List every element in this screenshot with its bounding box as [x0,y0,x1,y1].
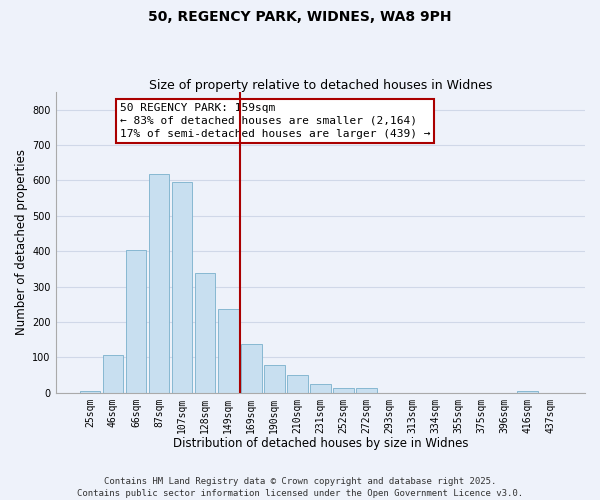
Bar [287,375,308,392]
Text: Contains HM Land Registry data © Crown copyright and database right 2025.
Contai: Contains HM Land Registry data © Crown c… [77,476,523,498]
Bar [80,391,100,392]
Bar [356,388,377,392]
Bar [333,388,353,392]
Bar [195,273,215,392]
Bar [125,250,146,392]
Bar [149,174,169,392]
Bar [218,309,239,392]
Bar [310,384,331,392]
Bar [517,391,538,392]
Bar [172,182,193,392]
X-axis label: Distribution of detached houses by size in Widnes: Distribution of detached houses by size … [173,437,468,450]
Y-axis label: Number of detached properties: Number of detached properties [15,150,28,336]
Bar [103,355,124,393]
Bar [241,344,262,393]
Text: 50, REGENCY PARK, WIDNES, WA8 9PH: 50, REGENCY PARK, WIDNES, WA8 9PH [148,10,452,24]
Bar [264,365,284,392]
Title: Size of property relative to detached houses in Widnes: Size of property relative to detached ho… [149,79,492,92]
Text: 50 REGENCY PARK: 159sqm
← 83% of detached houses are smaller (2,164)
17% of semi: 50 REGENCY PARK: 159sqm ← 83% of detache… [120,102,430,139]
